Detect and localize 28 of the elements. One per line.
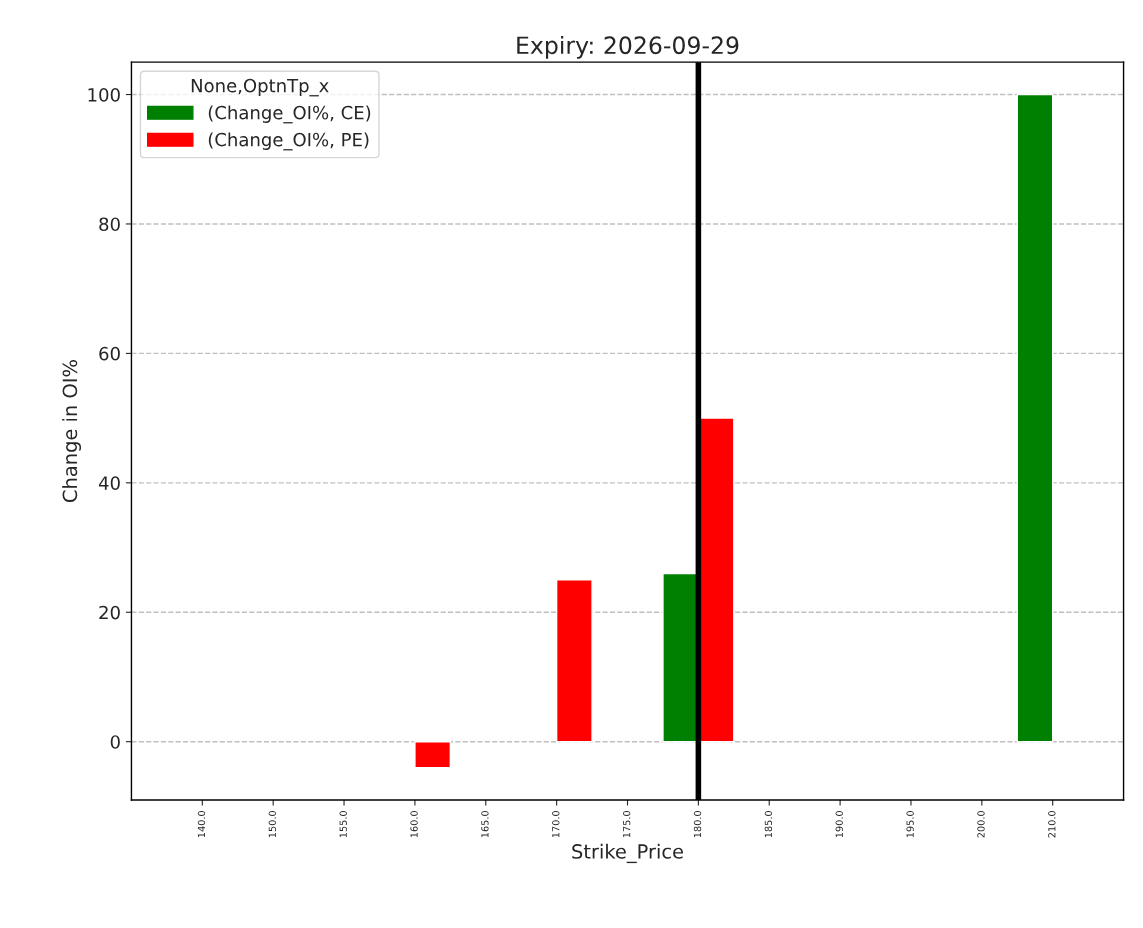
y-tick-label: 80: [99, 217, 120, 232]
x-tick-label: 185.0: [764, 811, 773, 838]
bar: [555, 579, 593, 743]
legend-label: (Change_OI%, CE): [208, 105, 371, 124]
chart-title: Expiry: 2026-09-29: [517, 35, 739, 59]
y-axis-title: Change in OI%: [62, 360, 82, 502]
legend-label: (Change_OI%, PE): [208, 132, 369, 151]
bar: [414, 740, 452, 769]
y-tick-label: 60: [99, 346, 120, 361]
bar: [1016, 93, 1054, 743]
x-axis-title: Strike_Price: [572, 843, 683, 864]
x-tick-label: 165.0: [481, 811, 489, 838]
y-tick-label: 100: [88, 87, 120, 102]
x-tick-label: 195.0: [906, 811, 914, 838]
x-tick-label: 175.0: [622, 811, 631, 838]
legend-title: None,OptnTp_x: [191, 78, 329, 97]
x-tick-label: 150.0: [268, 811, 276, 838]
y-tick-label: 40: [98, 476, 120, 490]
x-tick-label: 190.0: [835, 811, 843, 838]
x-tick-label: 155.0: [339, 811, 347, 838]
x-tick-label: 210.0: [1048, 811, 1056, 838]
y-tick-label: 0: [110, 735, 120, 749]
y-tick-label: 20: [99, 605, 120, 620]
x-tick-label: 170.0: [552, 811, 560, 838]
x-tick-label: 160.0: [410, 811, 418, 838]
x-tick-label: 200.0: [977, 811, 985, 838]
x-tick-label: 140.0: [197, 811, 206, 838]
x-tick-label: 180.0: [693, 811, 702, 838]
